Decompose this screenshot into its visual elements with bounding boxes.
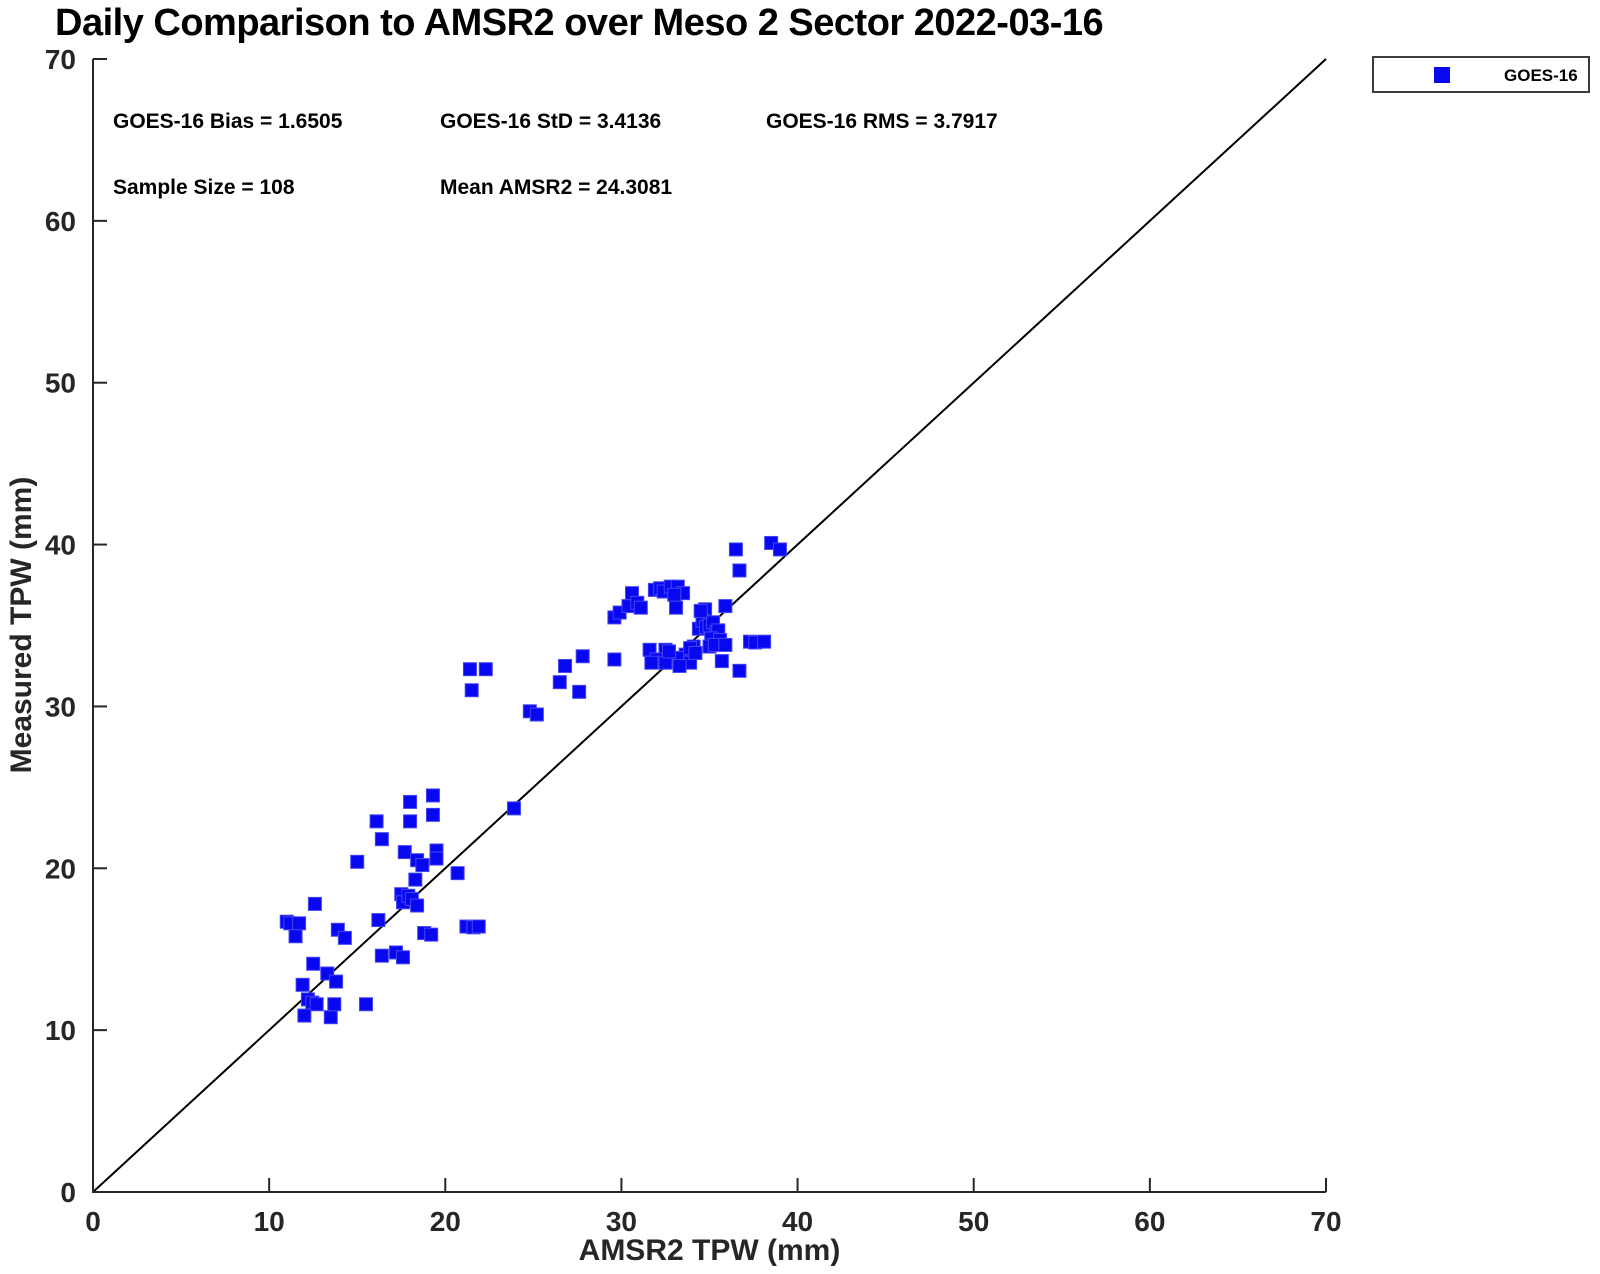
stat-mean-amsr2: Mean AMSR2 = 24.3081: [440, 176, 673, 199]
scatter-point: [410, 898, 425, 913]
x-tick-label: 70: [1310, 1206, 1341, 1237]
scatter-point: [661, 644, 676, 659]
scatter-point: [558, 658, 573, 673]
y-tick-label: 70: [45, 44, 76, 75]
scatter-point: [323, 1010, 338, 1025]
scatter-point: [552, 675, 567, 690]
scatter-point: [450, 866, 465, 881]
x-axis-label: AMSR2 TPW (mm): [578, 1234, 841, 1267]
scatter-point: [350, 854, 365, 869]
scatter-point: [728, 542, 743, 557]
scatter-point: [718, 599, 733, 614]
scatter-point: [396, 950, 411, 965]
scatter-point: [337, 930, 352, 945]
scatter-point: [672, 658, 687, 673]
legend-marker-square-icon: [1434, 67, 1450, 83]
scatter-point: [669, 600, 684, 615]
y-tick-label: 20: [45, 853, 76, 884]
scatter-point: [772, 542, 787, 557]
scatter-point: [374, 832, 389, 847]
y-tick-label: 10: [45, 1015, 76, 1046]
scatter-point: [714, 654, 729, 669]
y-tick-label: 40: [45, 530, 76, 561]
scatter-point: [633, 600, 648, 615]
scatter-point: [429, 851, 444, 866]
y-tick-label: 60: [45, 206, 76, 237]
scatter-point: [529, 707, 544, 722]
scatter-point: [424, 927, 439, 942]
scatter-point: [572, 684, 587, 699]
scatter-point: [607, 652, 622, 667]
scatter-point: [288, 929, 303, 944]
scatter-point: [408, 872, 423, 887]
scatter-point: [359, 997, 374, 1012]
scatter-point: [397, 845, 412, 860]
y-tick-label: 50: [45, 368, 76, 399]
legend: GOES-16: [1372, 56, 1590, 93]
scatter-point: [471, 919, 486, 934]
x-tick-label: 40: [782, 1206, 813, 1237]
x-tick-label: 0: [85, 1206, 101, 1237]
x-tick-label: 10: [254, 1206, 285, 1237]
stat-rms: GOES-16 RMS = 3.7917: [766, 110, 998, 133]
scatter-point: [732, 663, 747, 678]
stat-sample-size: Sample Size = 108: [113, 176, 295, 199]
scatter-point: [403, 794, 418, 809]
y-tick-label: 0: [60, 1177, 76, 1208]
scatter-point: [425, 807, 440, 822]
scatter-point: [644, 655, 659, 670]
scatter-point: [425, 788, 440, 803]
scatter-point: [371, 913, 386, 928]
scatter-point: [693, 603, 708, 618]
y-axis-label: Measured TPW (mm): [5, 476, 38, 774]
stat-std: GOES-16 StD = 3.4136: [440, 110, 662, 133]
scatter-point: [292, 916, 307, 931]
scatter-point: [369, 814, 384, 829]
scatter-point: [297, 1008, 312, 1023]
scatter-point: [374, 948, 389, 963]
scatter-point: [415, 858, 430, 873]
y-tick-label: 30: [45, 691, 76, 722]
scatter-point: [718, 637, 733, 652]
scatter-point: [506, 801, 521, 816]
x-tick-label: 60: [1134, 1206, 1165, 1237]
scatter-point: [327, 997, 342, 1012]
x-tick-label: 50: [958, 1206, 989, 1237]
scatter-point: [329, 974, 344, 989]
scatter-point: [295, 977, 310, 992]
scatter-point: [575, 649, 590, 664]
scatter-point: [309, 997, 324, 1012]
chart-title: Daily Comparison to AMSR2 over Meso 2 Se…: [55, 2, 1104, 44]
x-tick-label: 30: [606, 1206, 637, 1237]
stat-bias: GOES-16 Bias = 1.6505: [113, 110, 343, 133]
scatter-point: [464, 683, 479, 698]
scatter-point: [688, 646, 703, 661]
scatter-point: [462, 662, 477, 677]
scatter-point: [757, 634, 772, 649]
scatter-point: [732, 563, 747, 578]
legend-label: GOES-16: [1504, 66, 1578, 85]
scatter-point: [478, 662, 493, 677]
scatter-point: [306, 956, 321, 971]
scatter-point: [403, 814, 418, 829]
scatter-point: [667, 587, 682, 602]
x-tick-label: 20: [430, 1206, 461, 1237]
scatter-point: [307, 896, 322, 911]
